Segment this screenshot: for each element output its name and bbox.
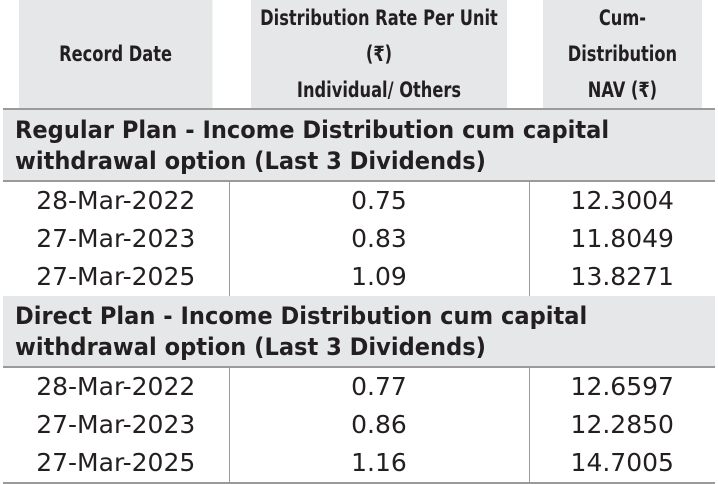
table-row: 27-Mar-2025 1.16 14.7005 — [3, 444, 715, 484]
header-cum-distribution-nav: Cum-Distribution NAV (₹) — [542, 0, 702, 110]
distribution-rate-cell: 0.77 — [229, 367, 530, 406]
header-record-date-text: Record Date — [59, 42, 173, 66]
header-nav-line2: NAV (₹) — [587, 78, 658, 102]
table-row: 28-Mar-2022 0.77 12.6597 — [3, 367, 715, 406]
header-nav-line1: Cum-Distribution — [567, 6, 678, 66]
table-row: 28-Mar-2022 0.75 12.3004 — [3, 181, 715, 220]
table-body: Regular Plan - Income Distribution cum c… — [3, 109, 715, 484]
section-title-regular-plan: Regular Plan - Income Distribution cum c… — [3, 109, 715, 182]
table-row: 27-Mar-2023 0.86 12.2850 — [3, 406, 715, 444]
nav-cell: 11.8049 — [570, 224, 674, 253]
header-record-date: Record Date — [18, 0, 215, 110]
header-distribution-rate-line2: Individual/ Others — [296, 78, 462, 102]
table-row: 27-Mar-2025 1.09 13.8271 — [3, 258, 715, 296]
nav-cell: 14.7005 — [529, 444, 715, 484]
section-title-text: Regular Plan - Income Distribution cum c… — [15, 116, 610, 175]
record-date-cell: 28-Mar-2022 — [3, 367, 230, 406]
distribution-rate-cell: 1.09 — [229, 258, 530, 296]
record-date-cell: 27-Mar-2023 — [3, 220, 230, 258]
record-date-cell: 27-Mar-2025 — [3, 444, 230, 484]
table-header: Record Date Distribution Rate Per Unit (… — [3, 0, 715, 110]
nav-cell: 12.6597 — [570, 372, 674, 401]
header-distribution-rate-line1: Distribution Rate Per Unit (₹) — [260, 6, 498, 66]
distribution-rate-cell: 0.83 — [229, 220, 530, 258]
header-distribution-rate: Distribution Rate Per Unit (₹) Individua… — [250, 0, 509, 110]
nav-cell: 13.8271 — [570, 262, 674, 291]
distribution-rate-cell: 0.75 — [229, 181, 530, 220]
distribution-rate-cell: 0.86 — [229, 406, 530, 444]
section-title-text: Direct Plan - Income Distribution cum ca… — [15, 302, 588, 361]
record-date-cell: 27-Mar-2025 — [3, 258, 230, 296]
header-row: Record Date Distribution Rate Per Unit (… — [3, 0, 715, 110]
record-date-cell: 28-Mar-2022 — [3, 181, 230, 220]
section-row-direct-plan: Direct Plan - Income Distribution cum ca… — [3, 296, 715, 368]
section-title-direct-plan: Direct Plan - Income Distribution cum ca… — [3, 296, 715, 368]
distribution-rate-cell: 1.16 — [229, 444, 530, 484]
nav-cell: 12.2850 — [570, 410, 674, 439]
section-row-regular-plan: Regular Plan - Income Distribution cum c… — [3, 109, 715, 182]
table-row: 27-Mar-2023 0.83 11.8049 — [3, 220, 715, 258]
distribution-table: Record Date Distribution Rate Per Unit (… — [3, 0, 715, 484]
record-date-cell: 27-Mar-2023 — [3, 406, 230, 444]
nav-cell: 12.3004 — [570, 186, 674, 215]
